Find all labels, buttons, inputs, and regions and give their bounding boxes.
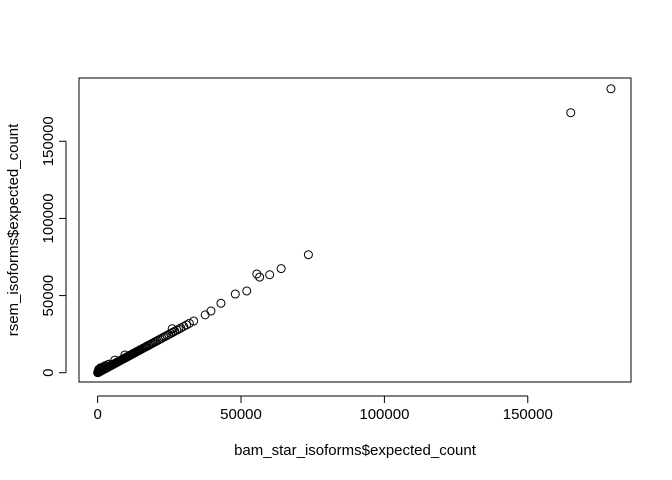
data-point xyxy=(206,306,216,316)
data-point xyxy=(606,84,616,94)
data-point xyxy=(566,108,576,118)
x-tick-label: 100000 xyxy=(359,406,409,423)
data-point xyxy=(110,355,120,365)
data-point xyxy=(174,324,184,334)
y-tick-label: 0 xyxy=(40,369,57,377)
x-axis-label: bam_star_isoforms$expected_count xyxy=(234,442,477,459)
x-tick-label: 150000 xyxy=(503,406,553,423)
data-point xyxy=(189,316,199,326)
y-tick-label: 150000 xyxy=(40,116,57,166)
data-point xyxy=(303,250,313,260)
plot-frame xyxy=(78,77,632,383)
data-point xyxy=(255,272,265,282)
data-point xyxy=(120,350,130,360)
data-point xyxy=(167,324,177,334)
data-point xyxy=(230,289,240,299)
y-tick-label: 50000 xyxy=(40,275,57,317)
data-point xyxy=(242,286,252,296)
y-tick-label: 100000 xyxy=(40,193,57,243)
data-point xyxy=(95,364,105,374)
data-point xyxy=(216,298,226,308)
data-point xyxy=(276,264,286,274)
y-axis: 0 50000 100000 150000 xyxy=(40,116,67,377)
x-tick-label: 50000 xyxy=(220,406,262,423)
data-points xyxy=(93,84,616,378)
data-point xyxy=(200,310,210,320)
data-point xyxy=(252,269,262,279)
data-point xyxy=(184,318,194,328)
y-axis-label: rsem_isoforms$expected_count xyxy=(5,123,22,336)
x-axis: 0 50000 100000 150000 xyxy=(93,395,553,423)
data-point xyxy=(265,270,275,280)
data-point xyxy=(101,361,111,371)
x-tick-label: 0 xyxy=(93,406,101,423)
